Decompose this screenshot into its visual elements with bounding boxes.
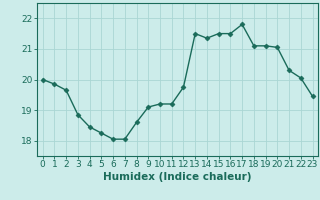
X-axis label: Humidex (Indice chaleur): Humidex (Indice chaleur) [103,172,252,182]
